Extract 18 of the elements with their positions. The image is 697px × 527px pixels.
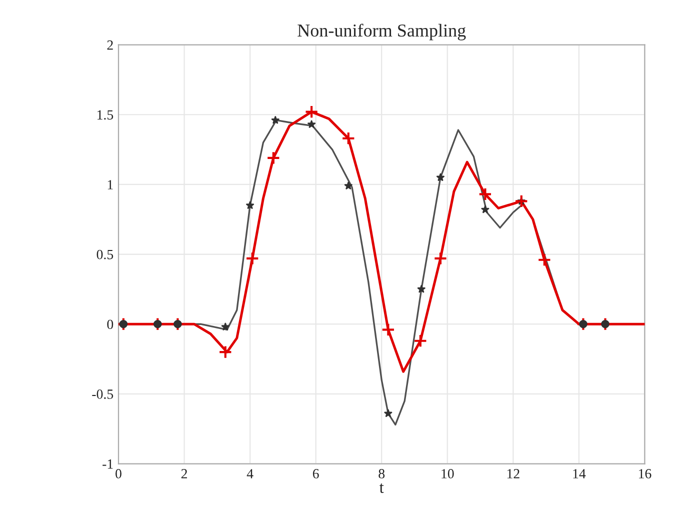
x-tick-label: 4 — [246, 469, 254, 478]
y-tick-label: 0 — [107, 320, 114, 330]
chart-title: Non-uniform Sampling — [298, 24, 466, 40]
y-tick-label: 0.5 — [96, 250, 114, 260]
x-tick-label: 2 — [181, 469, 187, 478]
x-axis-title: t — [379, 483, 384, 493]
x-tick-label: 0 — [116, 469, 122, 478]
y-tick-label: 1.5 — [97, 110, 114, 120]
x-tick-label: 14 — [573, 469, 586, 478]
y-tick-label: -1 — [102, 459, 113, 469]
y-tick-label: -0.5 — [92, 390, 114, 399]
x-tick-label: 12 — [507, 469, 520, 478]
x-tick-label: 6 — [312, 469, 319, 478]
x-tick-label: 8 — [378, 469, 385, 478]
x-tick-label: 10 — [442, 469, 454, 478]
y-tick-label: 2 — [107, 40, 113, 50]
x-tick-label: 16 — [639, 469, 652, 478]
y-tick-label: 1 — [108, 180, 113, 190]
